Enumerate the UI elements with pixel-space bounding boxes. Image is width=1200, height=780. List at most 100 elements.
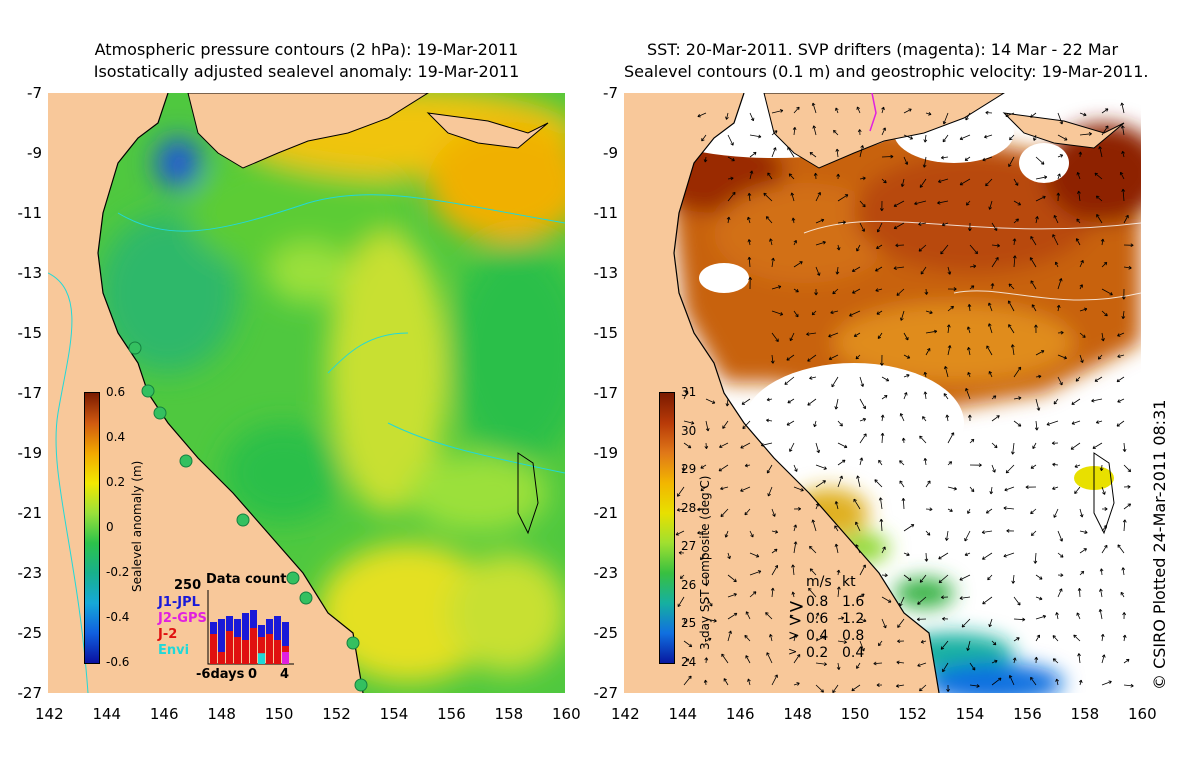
velocity-vector bbox=[991, 415, 1000, 422]
velocity-vector bbox=[787, 398, 795, 404]
velocity-vector bbox=[770, 354, 775, 364]
data-count-bar bbox=[210, 634, 217, 664]
velocity-vector bbox=[1091, 398, 1103, 403]
data-count-bar bbox=[258, 653, 265, 664]
velocity-vector bbox=[947, 287, 957, 291]
velocity-vector bbox=[808, 587, 817, 598]
velocity-vector bbox=[676, 508, 685, 512]
velocity-vector bbox=[1079, 284, 1083, 290]
velocity-vector bbox=[880, 432, 885, 444]
velocity-vector bbox=[1052, 462, 1059, 467]
sst-colorbar-tick: 25 bbox=[681, 616, 697, 631]
velocity-vector bbox=[720, 486, 729, 491]
data-count-bar bbox=[258, 637, 265, 664]
velocity-vector bbox=[967, 371, 971, 378]
velocity-vector bbox=[836, 244, 841, 251]
velocity-vector bbox=[1052, 234, 1059, 246]
velocity-vector bbox=[837, 442, 848, 449]
velocity-vector bbox=[859, 433, 867, 444]
velocity-vector bbox=[925, 112, 932, 116]
velocity-vector bbox=[1010, 344, 1015, 356]
velocity-vector bbox=[765, 216, 773, 224]
velocity-vector bbox=[1035, 350, 1045, 356]
right-y-tick: -11 bbox=[593, 204, 619, 222]
velocity-vector bbox=[1121, 288, 1126, 300]
velocity-vector bbox=[925, 347, 931, 356]
velocity-vector bbox=[749, 552, 760, 558]
right-y-tick: -9 bbox=[603, 144, 618, 162]
velocity-vector bbox=[1046, 420, 1059, 426]
velocity-vector bbox=[879, 200, 884, 212]
velocity-vector bbox=[966, 640, 971, 651]
velocity-vector bbox=[749, 151, 757, 158]
velocity-vector bbox=[925, 507, 933, 512]
right-y-tick: -13 bbox=[593, 264, 619, 282]
left-x-tick: 144 bbox=[92, 705, 122, 723]
velocity-vector bbox=[704, 442, 709, 450]
velocity-vector bbox=[919, 684, 927, 692]
velocity-vector bbox=[745, 655, 751, 664]
velocity-vector bbox=[903, 392, 908, 400]
velocity-vector bbox=[1123, 503, 1132, 510]
velocity-vector bbox=[678, 550, 685, 555]
velocity-ms: 0.4 bbox=[806, 628, 829, 644]
right-x-tick: 148 bbox=[783, 705, 812, 723]
left-x-tick: 160 bbox=[552, 705, 581, 723]
velocity-vector bbox=[704, 657, 709, 664]
velocity-vector bbox=[1057, 154, 1064, 158]
velocity-vector bbox=[747, 239, 752, 246]
velocity-vector bbox=[771, 564, 778, 576]
velocity-vector bbox=[831, 376, 839, 388]
velocity-vector bbox=[1100, 633, 1105, 642]
mission-label: J2-GPS bbox=[158, 611, 207, 626]
velocity-vector bbox=[1008, 156, 1015, 168]
velocity-vector bbox=[1057, 552, 1064, 558]
sst-colorbar-tick: 28 bbox=[681, 500, 697, 515]
velocity-vector bbox=[881, 573, 888, 578]
velocity-vector bbox=[771, 147, 777, 158]
sealevel-colorbar-tick: -0.2 bbox=[106, 565, 130, 579]
mission-label: Envi bbox=[158, 643, 190, 658]
velocity-vector bbox=[874, 479, 883, 488]
velocity-vector bbox=[727, 612, 738, 620]
velocity-vector bbox=[791, 217, 796, 224]
velocity-vector bbox=[1101, 544, 1108, 554]
velocity-vector bbox=[786, 354, 795, 361]
velocity-vector bbox=[880, 414, 885, 422]
left-x-tick: 142 bbox=[35, 705, 64, 723]
velocity-vector bbox=[985, 508, 993, 514]
mission-list: J1-JPL J2-GPS J-2 Envi bbox=[158, 595, 207, 659]
sealevel-colorbar-label: Sealevel anomaly (m) bbox=[130, 460, 144, 592]
velocity-vector bbox=[726, 216, 731, 224]
velocity-vector bbox=[1005, 464, 1015, 474]
velocity-vector bbox=[1012, 657, 1017, 664]
velocity-vector bbox=[1030, 508, 1037, 515]
velocity-vector bbox=[1057, 173, 1061, 180]
velocity-vector bbox=[719, 442, 729, 448]
velocity-vector bbox=[1123, 658, 1130, 664]
velocity-vector bbox=[793, 486, 804, 492]
velocity-vector bbox=[727, 552, 731, 560]
sst-colorbar-label: 3-day SST composite (deg C) bbox=[698, 475, 712, 650]
velocity-vector bbox=[815, 684, 824, 693]
velocity-vector bbox=[947, 486, 957, 491]
velocity-vector bbox=[1116, 376, 1125, 383]
velocity-vector bbox=[1079, 530, 1088, 534]
velocity-vector bbox=[1099, 568, 1104, 576]
velocity-vector bbox=[919, 574, 927, 583]
velocity-vector bbox=[991, 659, 998, 664]
velocity-vector bbox=[1053, 214, 1059, 224]
velocity-vector bbox=[903, 354, 911, 359]
velocity-vector bbox=[918, 244, 927, 252]
velocity-vector bbox=[923, 134, 928, 143]
velocity-vector bbox=[1098, 146, 1103, 158]
velocity-vector bbox=[1030, 236, 1037, 246]
velocity-vector bbox=[856, 475, 861, 488]
right-y-tick: -25 bbox=[593, 624, 619, 642]
velocity-vector bbox=[1096, 214, 1103, 224]
data-count-bar bbox=[242, 640, 249, 664]
velocity-vector bbox=[793, 524, 797, 532]
velocity-vector bbox=[959, 596, 971, 600]
velocity-vector bbox=[1078, 679, 1083, 686]
velocity-vector bbox=[1075, 238, 1081, 246]
